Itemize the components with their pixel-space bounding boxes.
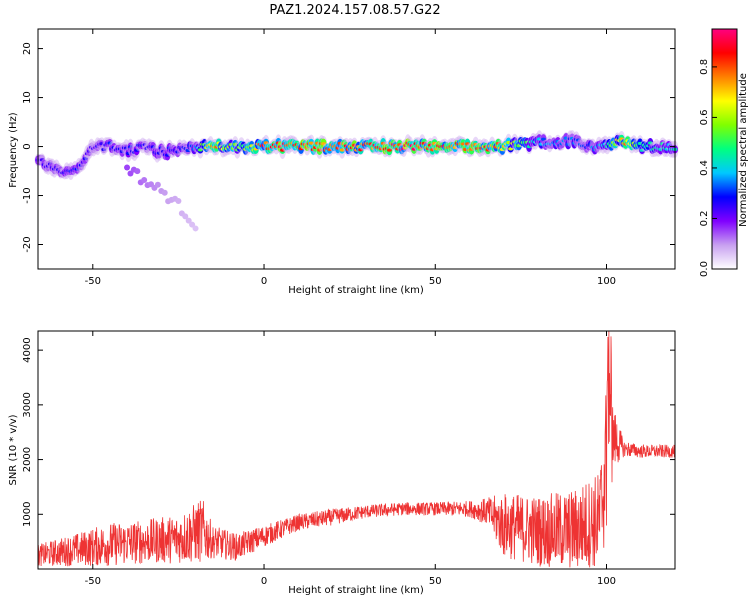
snr-y-tick-label: 1000 <box>22 502 33 527</box>
colorbar-tick-label: 0.6 <box>699 109 710 125</box>
heatmap-cell <box>124 164 131 171</box>
colorbar-tick-label: 0.4 <box>699 160 710 176</box>
snr-x-tick-label: 0 <box>261 576 267 587</box>
heatmap-x-tick-label: -50 <box>85 276 101 287</box>
snr-x-tick-label: 50 <box>429 576 442 587</box>
colorbar-tick-label: 0.8 <box>699 59 710 75</box>
heatmap-cell <box>161 189 168 196</box>
colorbar: 0.0 0.2 0.4 0.6 0.8 Normalized spectral ampl… <box>699 28 749 277</box>
snr-y-label: SNR (10 * v/v) <box>8 414 19 485</box>
heatmap-cell <box>154 181 161 188</box>
heatmap-frame <box>37 28 676 270</box>
heatmap-cell <box>192 225 199 232</box>
snr-y-tick-label: 2000 <box>22 447 33 472</box>
heatmap-y-label: Frequency (Hz) <box>8 112 19 188</box>
colorbar-tick-label: 0.2 <box>699 211 710 227</box>
heatmap-panel: -50 0 50 100 -20 -10 0 10 20 Height of straight… <box>8 28 679 296</box>
heatmap-cell <box>134 168 141 175</box>
heatmap-x-tick-label: 100 <box>597 276 616 287</box>
snr-series-line <box>38 331 675 568</box>
snr-x-label: Height of straight line (km) <box>288 585 424 596</box>
colorbar-gradient <box>712 29 737 269</box>
heatmap-x-ticks: -50 0 50 100 <box>85 29 616 287</box>
heatmap-x-tick-label: 0 <box>261 276 267 287</box>
heatmap-y-tick-label: 20 <box>22 42 33 55</box>
snr-panel: -50 0 50 100 1000 2000 3000 4000 Height of str… <box>8 330 676 596</box>
heatmap-y-tick-label: -10 <box>22 187 33 203</box>
heatmap-cell <box>185 217 192 224</box>
snr-x-tick-label: 100 <box>597 576 616 587</box>
snr-y-tick-label: 4000 <box>22 337 33 362</box>
colorbar-frame <box>711 28 738 270</box>
colorbar-ticks: 0.0 0.2 0.4 0.6 0.8 <box>699 59 717 277</box>
heatmap-y-tick-label: 10 <box>22 91 33 104</box>
snr-x-ticks: -50 0 50 100 <box>85 331 616 587</box>
colorbar-label: Normalized spectral amplitude <box>738 73 749 227</box>
heatmap-y-tick-label: 0 <box>22 143 33 149</box>
heatmap-cell <box>182 213 189 220</box>
heatmap-x-label: Height of straight line (km) <box>288 285 424 296</box>
heatmap-y-tick-label: -20 <box>22 236 33 252</box>
snr-x-tick-label: -50 <box>85 576 101 587</box>
figure-title: PAZ1.2024.157.08.57.G22 <box>269 3 440 18</box>
snr-y-ticks: 1000 2000 3000 4000 <box>22 337 675 527</box>
snr-frame <box>37 330 676 570</box>
colorbar-tick-label: 0.0 <box>699 261 710 277</box>
heatmap-marks <box>34 130 679 232</box>
heatmap-cell <box>127 170 134 177</box>
snr-y-tick-label: 3000 <box>22 392 33 417</box>
heatmap-cell <box>141 177 148 184</box>
heatmap-x-tick-label: 50 <box>429 276 442 287</box>
heatmap-cell <box>189 221 196 228</box>
heatmap-y-ticks: -20 -10 0 10 20 <box>22 42 675 253</box>
heatmap-cell <box>175 197 182 204</box>
